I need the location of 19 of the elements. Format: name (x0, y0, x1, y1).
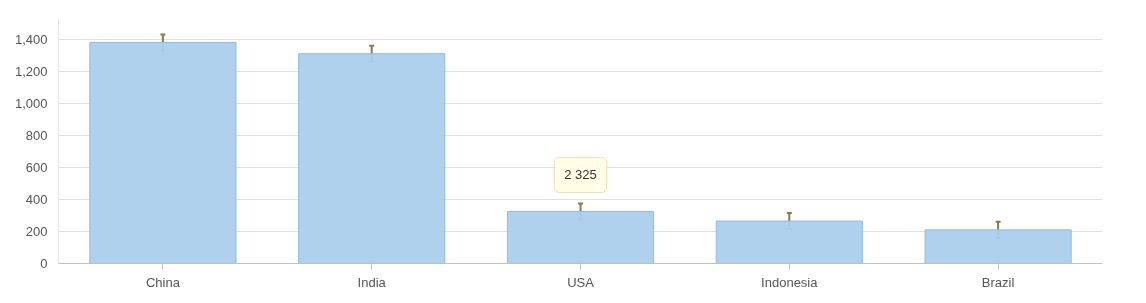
y-tick-label: 800 (25, 127, 48, 143)
bar (89, 42, 237, 264)
y-tick-label: 0 (40, 256, 48, 271)
y-tick-label: 600 (25, 159, 48, 175)
y-tick-label: 1,200 (14, 63, 48, 79)
x-tick-label: China (145, 274, 181, 290)
y-tick-label: 1,000 (14, 95, 48, 111)
x-tick-label: USA (567, 274, 595, 290)
x-tick-label: Brazil (981, 274, 1015, 290)
x-tick-label: India (357, 274, 387, 290)
bar (298, 53, 446, 264)
bar (924, 229, 1072, 264)
bar (715, 220, 863, 264)
bar (506, 210, 655, 264)
y-tick-label: 200 (25, 223, 48, 239)
y-tick-label: 400 (25, 191, 48, 207)
x-tick-label: Indonesia (761, 274, 819, 290)
annotation: 2 325 (564, 167, 597, 183)
y-tick-label: 1,400 (14, 31, 48, 47)
